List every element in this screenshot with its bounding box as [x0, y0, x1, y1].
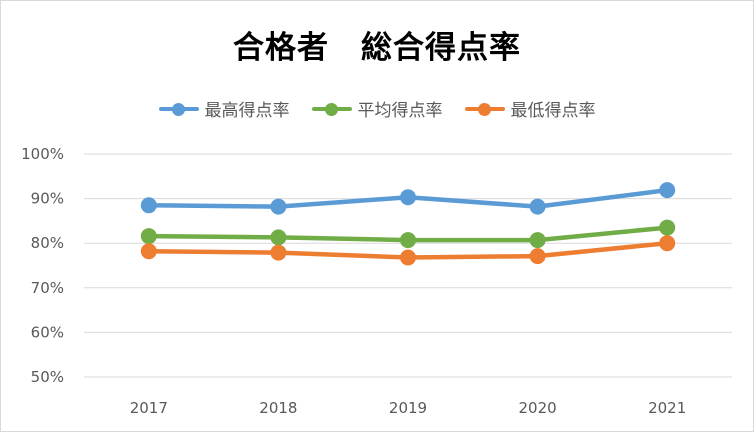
- legend: 最高得点率 平均得点率 最低得点率: [0, 96, 754, 121]
- chart-title: 合格者 総合得点率: [233, 30, 521, 66]
- x-tick-label: 2017: [130, 399, 168, 417]
- y-tick-label: 90%: [31, 190, 64, 208]
- data-point: [400, 189, 416, 206]
- y-tick-label: 80%: [31, 234, 64, 252]
- gridlines: [84, 153, 732, 378]
- data-point: [529, 198, 546, 215]
- x-tick-label: 2019: [389, 399, 427, 417]
- data-point: [270, 229, 287, 246]
- data-point: [659, 235, 676, 252]
- data-point: [140, 243, 157, 260]
- y-tick-label: 100%: [21, 145, 64, 163]
- data-point: [140, 197, 157, 214]
- series-points: [140, 182, 676, 266]
- legend-item-max: 最高得点率: [158, 96, 290, 121]
- x-tick-label: 2021: [648, 399, 686, 417]
- legend-label-max: 最高得点率: [204, 101, 290, 121]
- legend-swatch-min: [464, 102, 505, 116]
- data-point: [659, 219, 676, 236]
- legend-item-avg: 平均得点率: [311, 96, 443, 121]
- legend-item-min: 最低得点率: [464, 96, 596, 121]
- data-point: [529, 232, 546, 249]
- y-axis: 50% 60% 70% 80% 90% 100%: [21, 145, 64, 386]
- legend-label-avg: 平均得点率: [357, 101, 443, 121]
- data-point: [270, 244, 287, 261]
- x-tick-label: 2020: [519, 399, 557, 417]
- x-axis: 2017 2018 2019 2020 2021: [130, 399, 687, 417]
- legend-swatch-max: [158, 102, 199, 116]
- data-point: [140, 228, 157, 245]
- data-point: [400, 232, 416, 249]
- y-tick-label: 60%: [31, 323, 64, 341]
- legend-swatch-avg: [311, 102, 352, 116]
- data-point: [659, 182, 676, 199]
- data-point: [270, 198, 287, 215]
- legend-label-min: 最低得点率: [510, 101, 596, 121]
- y-tick-label: 50%: [31, 368, 64, 386]
- y-tick-label: 70%: [31, 279, 64, 297]
- data-point: [400, 249, 416, 266]
- x-tick-label: 2018: [259, 399, 297, 417]
- data-point: [529, 248, 546, 265]
